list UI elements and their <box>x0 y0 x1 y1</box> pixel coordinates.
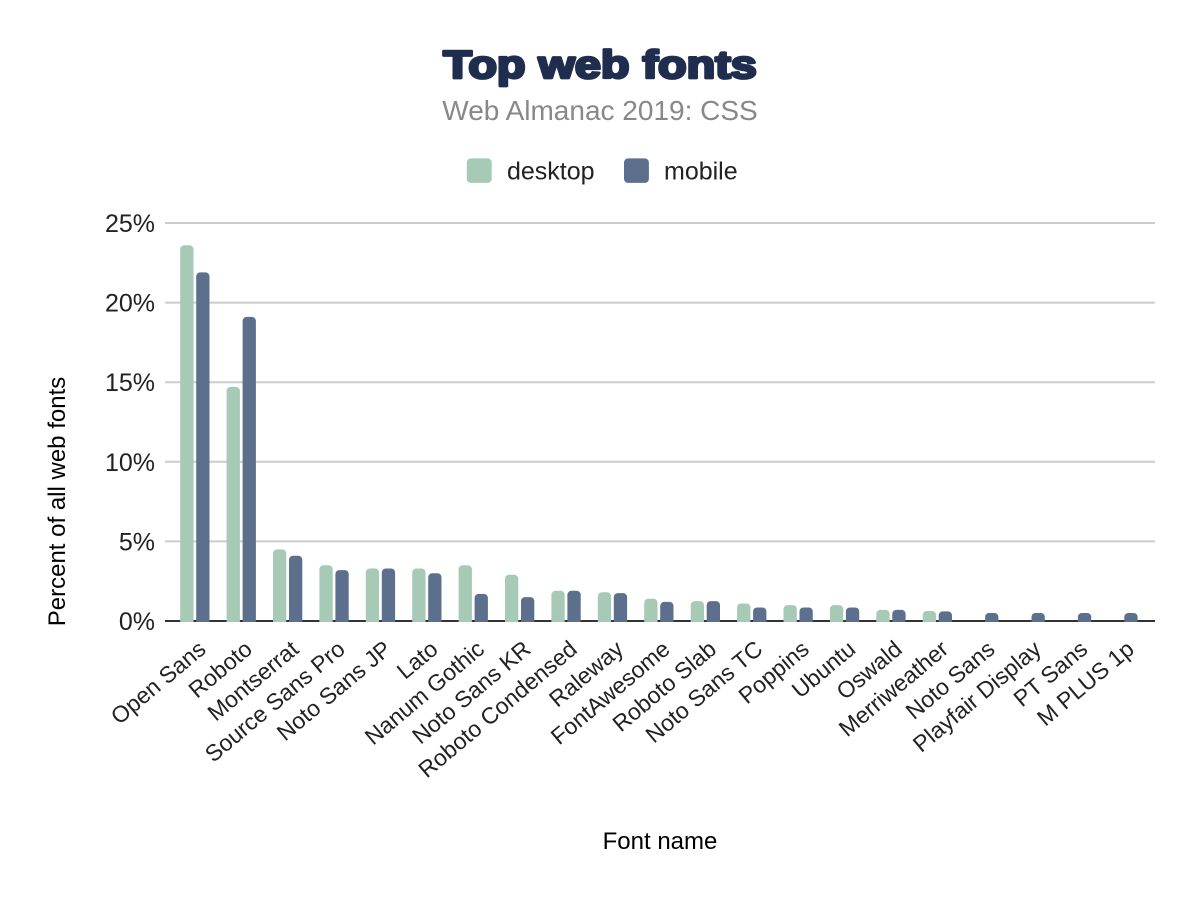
svg-text:5%: 5% <box>119 528 155 556</box>
svg-text:Top web fonts: Top web fonts <box>443 44 757 87</box>
svg-text:mobile: mobile <box>664 158 738 186</box>
svg-text:Percent of all web fonts: Percent of all web fonts <box>44 377 71 626</box>
svg-text:0%: 0% <box>119 608 155 636</box>
svg-text:15%: 15% <box>105 369 155 397</box>
svg-text:desktop: desktop <box>507 158 595 186</box>
svg-text:Font name: Font name <box>603 828 718 855</box>
svg-text:25%: 25% <box>105 210 155 238</box>
svg-text:Web Almanac 2019: CSS: Web Almanac 2019: CSS <box>442 95 757 126</box>
svg-text:10%: 10% <box>105 449 155 477</box>
svg-text:20%: 20% <box>105 290 155 318</box>
